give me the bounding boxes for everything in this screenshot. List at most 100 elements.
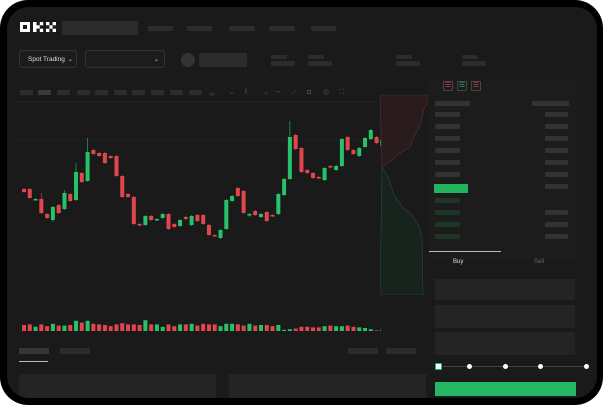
fx-icon[interactable]: f (245, 89, 247, 96)
chevron-down-icon: ⌄ (153, 56, 159, 63)
volume-bar (363, 328, 368, 331)
candle (160, 214, 165, 218)
nav-item[interactable] (311, 26, 336, 31)
slider-handle[interactable] (435, 363, 442, 370)
volume-bar (189, 323, 194, 331)
search-bar[interactable] (62, 21, 138, 35)
volume-bar (137, 325, 142, 331)
nav-item[interactable] (187, 26, 212, 31)
candle (143, 216, 148, 225)
volume-bar (253, 325, 258, 331)
slider-step-25[interactable] (467, 364, 472, 369)
settings-icon[interactable]: ◎ (323, 89, 330, 96)
bid-price (435, 234, 460, 239)
positions-card (229, 374, 426, 398)
tab-order-history[interactable] (60, 348, 90, 354)
nav-item[interactable] (148, 26, 173, 31)
candle (166, 214, 171, 229)
candle (195, 215, 200, 221)
candle (212, 235, 217, 237)
chevron-down-icon: ⌄ (67, 56, 73, 63)
ask-price (435, 124, 460, 129)
volume-bar (45, 326, 50, 331)
stat-label (462, 55, 478, 59)
stat-label (271, 55, 287, 59)
orderbook-panel (428, 79, 578, 259)
candle (68, 194, 73, 201)
ask-amount (545, 124, 568, 129)
slider-step-75[interactable] (538, 364, 543, 369)
ruler-icon[interactable]: ⟋ (292, 89, 297, 96)
indicator-icon[interactable]: ᵥᵥ (210, 90, 215, 97)
stat-value (308, 61, 332, 66)
candle (287, 137, 292, 179)
candle (270, 215, 275, 217)
volume-bar (276, 325, 281, 331)
camera-icon[interactable]: ◘ (307, 89, 312, 96)
candle (79, 173, 84, 182)
timeframe-button (189, 90, 202, 95)
timeframe-button (95, 90, 108, 95)
fullscreen-icon[interactable]: ⛶ (339, 89, 344, 96)
orderbook-asks-icon[interactable]: ☰ (471, 81, 481, 91)
candle (230, 196, 235, 201)
candle (299, 148, 304, 172)
volume-bar (287, 329, 292, 331)
candle (380, 140, 381, 146)
candle (247, 214, 252, 216)
price-input[interactable] (435, 279, 575, 300)
candle (97, 153, 102, 156)
bottom-action[interactable] (386, 348, 416, 354)
okx-logo[interactable] (20, 22, 58, 33)
stat-label (396, 55, 412, 59)
tab-open-orders[interactable] (19, 348, 49, 354)
ask-amount (545, 160, 568, 165)
ask-amount (545, 148, 568, 153)
slider-step-100[interactable] (584, 364, 589, 369)
candle (276, 194, 281, 214)
candle (22, 189, 26, 192)
candle (137, 224, 142, 226)
bottom-action[interactable] (348, 348, 378, 354)
amount-input[interactable] (435, 305, 575, 328)
candle (258, 214, 263, 217)
orderbook-both-icon[interactable]: ☰ (443, 81, 453, 91)
candle (91, 150, 96, 154)
chevron-down-icon[interactable]: ⌄ (263, 89, 269, 96)
nav-item[interactable] (229, 26, 255, 31)
volume-bar (68, 325, 73, 331)
candle (311, 173, 315, 178)
candle (183, 217, 188, 219)
product-selector[interactable]: Spot Trading ⌄ (19, 50, 77, 68)
volume-bar (258, 325, 263, 331)
timeframe-button (77, 90, 90, 95)
candlestick-chart[interactable] (7, 95, 381, 335)
candle (50, 207, 55, 220)
candle (368, 130, 373, 139)
tab-buy[interactable]: Buy (453, 259, 464, 265)
stat-label (308, 55, 324, 59)
total-input[interactable] (435, 332, 575, 355)
ask-price (435, 112, 460, 117)
candle (189, 216, 194, 225)
bid-amount (545, 210, 568, 215)
volume-bar (195, 325, 200, 331)
chevron-down-icon[interactable]: ⌄ (229, 89, 235, 96)
amount-slider[interactable] (438, 366, 588, 367)
coin-icon (181, 53, 195, 67)
volume-bar (27, 324, 32, 331)
pair-selector[interactable]: ⌄ (85, 50, 165, 68)
volume-bar (311, 327, 315, 331)
tab-sell[interactable]: Sell (534, 259, 545, 265)
bid-price (435, 222, 460, 227)
volume-bar (56, 325, 61, 331)
slider-step-50[interactable] (503, 364, 508, 369)
candle (172, 224, 177, 227)
candle (316, 177, 321, 179)
nav-item[interactable] (269, 26, 295, 31)
line-tool-icon[interactable]: ∼ (275, 89, 281, 96)
buy-button[interactable] (435, 382, 576, 396)
orderbook-bids-icon[interactable]: ☰ (457, 81, 467, 91)
timeframe-button (151, 90, 164, 95)
